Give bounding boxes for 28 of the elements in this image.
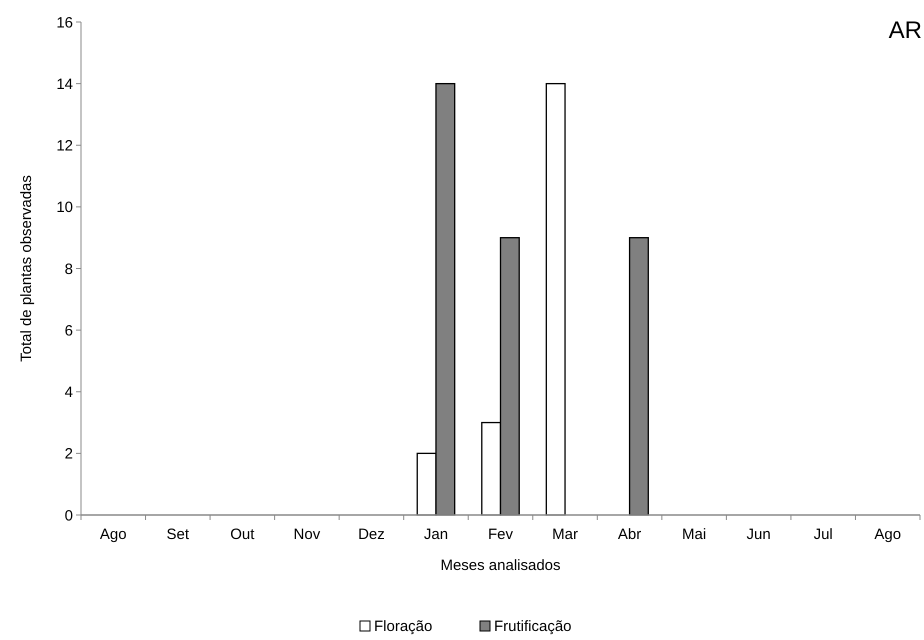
x-tick-label: Mar xyxy=(552,526,578,543)
y-tick-label: 0 xyxy=(64,507,73,524)
legend-label: Floração xyxy=(374,618,432,635)
bar xyxy=(546,82,566,516)
y-tick-label: 6 xyxy=(64,322,73,340)
y-tick-label: 8 xyxy=(64,260,73,278)
y-tick-label: 16 xyxy=(56,14,73,32)
y-axis-title: Total de plantas observadas xyxy=(18,175,35,362)
x-tick-label: Ago xyxy=(100,526,127,543)
chart-title: AR xyxy=(888,17,922,44)
y-tick-label: 12 xyxy=(56,138,73,154)
x-tick-label: Jun xyxy=(746,526,771,543)
y-tick-label: 2 xyxy=(64,446,73,463)
x-tick-label: Abr xyxy=(618,526,642,543)
y-tick-label: 4 xyxy=(64,384,73,401)
x-tick-label: Nov xyxy=(294,526,321,543)
x-tick-label: Fev xyxy=(488,526,514,543)
y-tick-label: 10 xyxy=(56,199,73,216)
x-tick-label: Set xyxy=(166,526,190,543)
x-tick-label: Ago xyxy=(874,526,902,543)
x-tick-label: Jul xyxy=(814,526,833,543)
x-axis-title: Meses analisados xyxy=(440,557,561,574)
x-tick-label: Mai xyxy=(682,526,706,543)
legend-label: Frutificação xyxy=(494,618,572,635)
y-tick-label: 14 xyxy=(56,76,73,93)
x-tick-label: Dez xyxy=(358,526,385,543)
x-tick-label: Out xyxy=(230,526,256,543)
x-tick-label: Jan xyxy=(424,526,448,543)
